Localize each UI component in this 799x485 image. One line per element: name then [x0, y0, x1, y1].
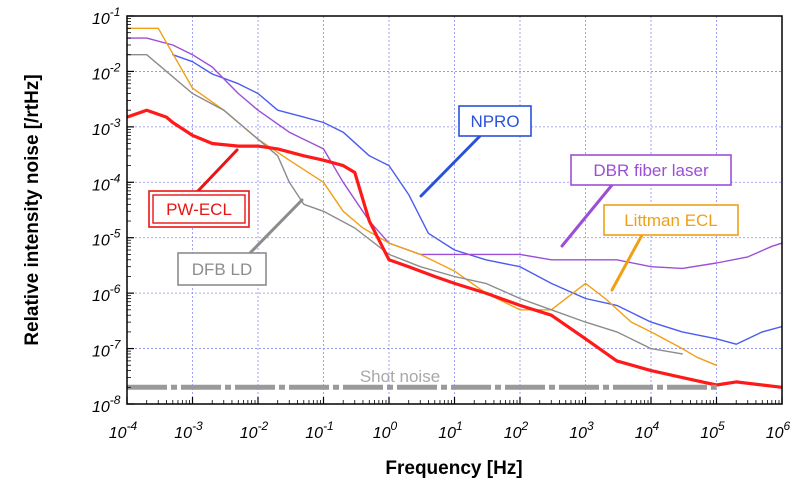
x-tick-label-4: 100 [373, 419, 398, 442]
x-axis-title: Frequency [Hz] [385, 458, 522, 479]
x-tick-label-8: 104 [635, 419, 660, 442]
annotation-box-npro [458, 105, 532, 137]
annotation-label-dfb-ld: DFB LD [192, 260, 252, 279]
y-tick-label-2: 10-6 [92, 282, 121, 305]
axis-ticks: 10-4 10-3 10-2 10-1 100 101 102 103 104 105 106 10-… [92, 5, 791, 442]
y-tick-label-5: 10-3 [92, 116, 121, 139]
annotation-inner-box-pw-ecl [152, 194, 246, 224]
annotation-box-dfb-ld [177, 252, 267, 286]
annotation-label-npro: NPRO [470, 112, 519, 131]
series-layer [127, 27, 782, 390]
annotation-box-littman-ecl [603, 204, 739, 236]
annotation-npro: NPRO [419, 105, 532, 198]
annotation-label-dbr-fiber-laser: DBR fiber laser [593, 161, 709, 180]
x-tick-label-3: 10-1 [305, 419, 333, 442]
annotation-leader-pw-ecl [196, 148, 239, 193]
x-tick-label-1: 10-3 [174, 419, 203, 442]
annotation-box-pw-ecl [148, 190, 250, 228]
annotation-label-littman-ecl: Littman ECL [624, 211, 718, 230]
series-line-dfb-ld [127, 54, 683, 355]
x-tick-label-9: 105 [700, 419, 725, 442]
x-tick-label-5: 101 [438, 419, 462, 442]
x-tick-label-2: 10-2 [240, 419, 269, 442]
annotation-leader-littman-ecl [610, 233, 644, 292]
series-line-npro [172, 54, 782, 345]
y-tick-label-3: 10-5 [92, 227, 121, 250]
y-tick-label-6: 10-2 [92, 60, 121, 83]
annotation-shot-noise: Shot noise [360, 367, 440, 386]
y-tick-label-0: 10-8 [92, 393, 121, 416]
annotation-dbr-fiber-laser: DBR fiber laser [560, 154, 732, 248]
x-tick-label-7: 103 [569, 419, 594, 442]
annotation-label-shot-noise: Shot noise [360, 367, 440, 386]
annotation-pw-ecl: PW-ECL [148, 148, 250, 228]
annotations-layer: NPRO DBR fiber laser Littman ECL PW-ECL DFB … [148, 105, 739, 386]
y-tick-label-7: 10-1 [92, 5, 120, 28]
annotation-dfb-ld: DFB LD [177, 198, 304, 286]
x-tick-label-0: 10-4 [109, 419, 138, 442]
y-tick-label-1: 10-7 [92, 338, 122, 361]
annotation-littman-ecl: Littman ECL [603, 204, 739, 292]
annotation-leader-dbr-fiber-laser [560, 183, 614, 248]
annotation-box-dbr-fiber-laser [570, 154, 732, 186]
x-tick-label-6: 102 [504, 419, 529, 442]
annotation-label-pw-ecl: PW-ECL [166, 200, 232, 219]
x-tick-label-10: 106 [766, 419, 791, 442]
annotation-leader-npro [419, 134, 482, 198]
series-line-pw-ecl [127, 108, 782, 389]
y-axis-title: Relative intensity noise [/rtHz] [22, 74, 43, 345]
y-tick-label-4: 10-4 [92, 171, 121, 194]
annotation-leader-dfb-ld [248, 198, 304, 255]
